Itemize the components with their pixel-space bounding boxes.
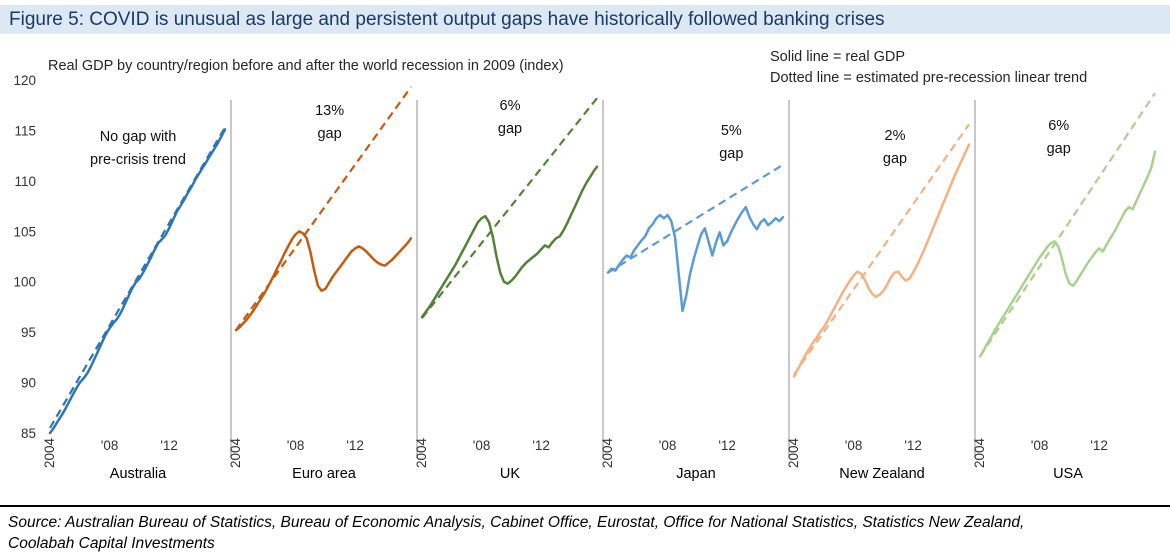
gap-annotation: gap (498, 121, 522, 137)
trend-line-euro-area (235, 86, 412, 331)
y-axis-tick-label: 95 (21, 325, 36, 340)
x-axis-tick-label: 2004 (228, 438, 243, 469)
gap-annotation: gap (317, 126, 341, 142)
country-label: USA (1053, 466, 1083, 482)
figure-title-bar: Figure 5: COVID is unusual as large and … (0, 5, 1170, 34)
y-axis-tick-label: 100 (13, 275, 36, 290)
gap-annotation: gap (719, 146, 743, 162)
chart-legend: Solid line = real GDP Dotted line = esti… (770, 47, 1087, 89)
trend-line-usa (979, 92, 1156, 357)
x-axis-tick-label: 2004 (42, 438, 57, 469)
x-axis-tick-label: '12 (718, 438, 736, 453)
y-axis-tick-label: 120 (13, 73, 36, 88)
gap-annotation: gap (1047, 141, 1071, 157)
y-axis-tick-label: 105 (13, 224, 36, 239)
y-axis-tick-label: 90 (21, 376, 36, 391)
country-label: New Zealand (839, 466, 924, 482)
trend-line-new-zealand (793, 123, 970, 376)
figure-title: Figure 5: COVID is unusual as large and … (9, 9, 885, 30)
gap-annotation: gap (883, 151, 907, 167)
gap-annotation: 5% (721, 123, 742, 139)
x-axis-tick-label: '08 (473, 438, 491, 453)
country-label: Japan (676, 466, 716, 482)
x-axis-tick-label: '08 (101, 438, 119, 453)
legend-dotted-line-label: Dotted line = estimated pre-recession li… (770, 70, 1088, 86)
trend-line-uk (421, 97, 598, 319)
trend-line-japan (607, 163, 784, 274)
gdp-line-new-zealand (792, 143, 971, 378)
legend-solid-line-label: Solid line = real GDP (770, 49, 905, 65)
gap-annotation: 6% (1048, 118, 1069, 134)
x-axis-tick-label: '08 (287, 438, 305, 453)
x-axis-tick-label: 2004 (414, 438, 429, 469)
gdp-line-usa (978, 150, 1157, 358)
country-label: Euro area (292, 466, 357, 482)
source-line-2: Coolabah Capital Investments (8, 535, 215, 552)
x-axis-tick-label: '08 (1031, 438, 1049, 453)
gdp-small-multiples-chart: 85 90 95 100 105 110 115 120 2004 '08 '12 Australia… (13, 73, 1157, 482)
x-axis-tick-label: '08 (845, 438, 863, 453)
gap-annotation: 6% (500, 98, 521, 114)
source-note: Source: Australian Bureau of Statistics,… (0, 505, 1170, 554)
gdp-line-japan (606, 205, 785, 313)
gap-annotation: 13% (315, 103, 344, 119)
gdp-line-euro-area (234, 230, 413, 332)
gap-annotation: 2% (885, 128, 906, 144)
x-axis-tick-label: '12 (1090, 438, 1108, 453)
x-axis-tick-label: '12 (532, 438, 550, 453)
y-axis-tick-label: 85 (21, 426, 36, 441)
source-line-1: Source: Australian Bureau of Statistics,… (8, 514, 1025, 531)
gdp-line-uk (420, 165, 599, 319)
x-axis-tick-label: '12 (904, 438, 922, 453)
x-axis-tick-label: 2004 (972, 438, 987, 469)
chart-subtitle: Real GDP by country/region before and af… (48, 58, 564, 74)
x-axis-tick-label: '12 (346, 438, 364, 453)
country-label: UK (500, 466, 520, 482)
gdp-line-australia (48, 128, 227, 435)
gap-annotation: pre-crisis trend (90, 152, 186, 168)
gap-annotation: No gap with (100, 129, 177, 145)
y-axis-tick-label: 110 (14, 174, 36, 189)
x-axis-tick-label: 2004 (600, 438, 615, 469)
x-axis-tick-label: 2004 (786, 438, 801, 469)
x-axis-tick-label: '08 (659, 438, 677, 453)
y-axis-tick-label: 115 (14, 123, 36, 138)
country-label: Australia (110, 466, 167, 482)
x-axis-tick-label: '12 (160, 438, 178, 453)
